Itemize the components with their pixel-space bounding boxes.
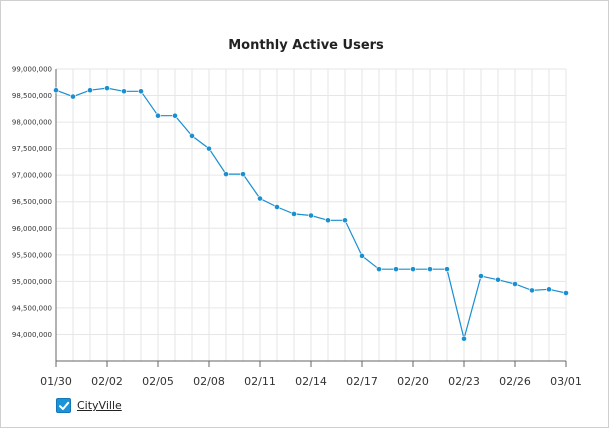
x-tick-label: 02/05 [142,375,174,388]
y-tick-label: 94,000,000 [12,331,52,339]
y-tick-label: 96,000,000 [12,225,52,233]
data-point [155,112,161,119]
data-point [325,217,331,224]
data-point [478,273,484,279]
data-point [495,276,501,283]
legend-label-cityville[interactable]: CityVille [77,399,122,412]
data-point [223,171,229,178]
data-point [240,171,246,178]
x-tick-label: 02/20 [397,375,429,388]
x-tick-label: 02/11 [244,375,276,388]
data-point [410,266,416,273]
x-tick-label: 02/23 [448,375,480,388]
data-point [291,211,297,217]
data-point [172,112,178,119]
x-tick-label: 02/17 [346,375,378,388]
data-point [461,335,467,342]
x-tick-label: 02/08 [193,375,225,388]
data-point [274,204,280,210]
data-point [563,290,569,296]
data-point [104,85,110,92]
data-point [376,266,382,273]
legend-checkbox-cityville[interactable] [56,398,71,413]
x-tick-label: 01/30 [40,375,72,388]
data-point [53,87,59,94]
y-tick-label: 98,500,000 [12,92,52,100]
y-tick-label: 97,000,000 [12,172,52,180]
data-point [189,132,195,139]
data-point [444,266,450,273]
data-point [87,87,93,94]
y-tick-label: 96,500,000 [12,198,52,206]
data-point [342,217,348,224]
data-point [257,195,263,202]
y-tick-label: 95,500,000 [12,251,52,259]
x-tick-label: 02/26 [499,375,531,388]
data-point [546,286,552,293]
data-point [529,287,535,294]
y-tick-label: 99,000,000 [12,66,52,74]
data-point [121,88,127,95]
data-point [138,88,144,95]
x-tick-label: 02/14 [295,375,327,388]
y-tick-label: 98,000,000 [12,119,52,127]
data-point [427,266,433,273]
data-point [393,266,399,273]
chart-title: Monthly Active Users [228,38,384,53]
y-tick-label: 95,000,000 [12,278,52,286]
checkmark-icon [58,401,69,410]
y-tick-label: 97,500,000 [12,145,52,153]
data-point [308,212,314,219]
x-tick-label: 02/02 [91,375,123,388]
data-point [359,252,365,259]
y-tick-label: 94,500,000 [12,304,52,312]
data-point [206,145,212,152]
data-point [70,93,76,100]
x-tick-label: 03/01 [550,375,582,388]
legend: CityVille [56,398,122,413]
data-point [512,281,518,287]
